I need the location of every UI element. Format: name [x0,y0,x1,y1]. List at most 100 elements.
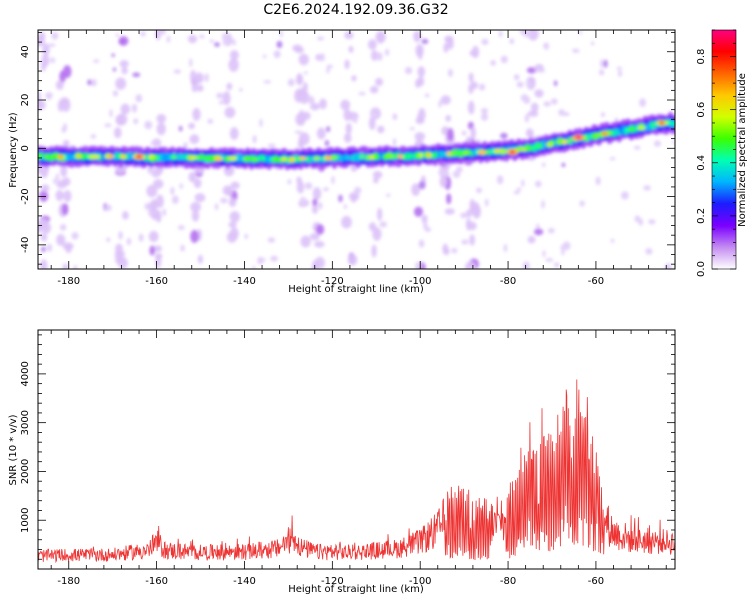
spectrogram-x-tick-label: -60 [588,276,604,287]
spectrogram-noise-blob [372,171,383,179]
spectrogram-noise-blob [62,263,69,269]
spectrogram-noise-blob [221,32,230,42]
spectrogram-noise-blob [385,48,390,56]
spectrogram-noise-blob [119,60,129,68]
spectrogram-noise-blob [352,116,358,124]
spectrogram-noise-blob [191,81,198,93]
spectrogram-noise-blob [516,81,524,88]
ridge-peak [509,150,516,154]
spectrogram-noise-blob [118,38,125,46]
spectrogram-noise-blob [151,214,162,221]
spectrogram-noise-blob [38,91,42,100]
spectrogram-noise-blob [375,77,384,87]
spectrogram-noise-blob [319,98,327,110]
ridge-hotspot [215,156,223,162]
spectrogram-noise-blob [199,34,205,39]
ridge-hotspot [246,155,254,161]
colorbar-tick-label: 0.8 [696,49,707,65]
spectrogram-noise-blob [195,84,204,92]
spectrogram-noise-blob [595,176,601,186]
spectrogram-noise-blob [259,118,263,128]
spectrogram-noise-blob [267,143,276,148]
spectrogram-noise-blob [154,253,163,260]
ridge-hotspot [148,154,155,160]
spectrogram-noise-blob [292,44,303,52]
spectrogram-noise-blob [468,72,474,83]
spectrogram-noise-blob [104,123,112,128]
spectrogram-noise-blob [354,186,362,195]
spectrogram-noise-blob [228,221,237,228]
spectrogram-noise-blob [222,91,231,106]
spectrogram-noise-blob [170,186,175,195]
spectrogram-noise-blob [146,184,158,198]
spectrogram-noise-blob [300,235,311,248]
ridge-hotspot [105,154,110,159]
spectrogram-noise-blob [452,170,461,178]
spectrogram-noise-blob [372,227,382,241]
ridge-hotspot [477,149,485,155]
ridge-hotspot [229,155,237,161]
spectrogram-noise-blob [345,122,352,135]
spectrogram-noise-blob [522,261,530,269]
colorbar: 0.0 0.2 0.4 0.6 0.8 Normalized spectral ampl… [696,29,748,277]
spectrogram-noise-blob [62,242,74,251]
spectrogram-noise-blob [252,265,256,269]
spectrogram-noise-blob [38,100,46,111]
colorbar-tick-label: 0.0 [696,261,707,277]
spectrogram-noise-blob [516,187,522,192]
spectrogram-noise-blob [415,79,421,88]
spectrogram-noise-blob [536,223,540,229]
spectrogram-noise-blob [460,212,468,219]
spectrogram-noise-blob [417,66,426,78]
spectrogram-noise-blob [232,39,236,46]
spectrogram-noise-blob [187,34,198,44]
snr-panel: -180 -160 -140 -120 -100 -80 -60 1000 2000 3000 40… [8,329,676,595]
colorbar-tick-label: 0.2 [696,208,707,224]
spectrogram-x-tick-label: -140 [233,276,256,287]
spectrogram-noise-blob [166,35,171,43]
spectrogram-noise-blob [392,113,398,121]
ridge-hotspot [627,127,633,132]
spectrogram-noise-blob [51,32,59,40]
ridge-hotspot [76,154,82,159]
spectrogram-noise-blob [423,221,428,231]
spectrogram-noise-blob [40,61,47,72]
spectrogram-noise-blob [470,81,479,90]
spectrogram-noise-blob [653,140,661,147]
spectrogram-noise-blob [343,108,352,121]
spectrogram-noise-blob [156,122,166,136]
spectrogram-noise-blob [562,241,571,251]
spectrogram-noise-blob [414,132,426,141]
ridge-hotspot [500,149,507,154]
spectrogram-noise-blob [476,187,482,194]
spectrogram-noise-blob [648,219,656,225]
ridge-hotspot [397,154,404,159]
ridge-hotspot [53,154,58,160]
spectrogram-noise-blob [40,184,50,193]
ridge-hotspot [330,154,338,161]
spectrogram-noise-blob [263,80,272,84]
spectrogram-noise-blob [578,30,583,35]
spectrogram-noise-blob [534,180,542,188]
spectrogram-noise-blob [87,79,92,86]
spectrogram-x-tick-label: -180 [57,276,80,287]
spectrogram-y-tick-label: 0 [20,145,31,151]
spectrogram-noise-blob [189,58,193,68]
spectrogram-noise-blob [451,247,458,254]
spectrogram-noise-blob [304,182,313,190]
spectrogram-noise-blob [614,117,619,122]
spectrogram-noise-blob [311,205,319,214]
spectrogram-noise-blob [173,69,181,74]
spectrogram-noise-blob [214,203,219,211]
spectrogram-noise-blob [324,139,330,147]
spectrogram-noise-blob [415,261,422,269]
spectrogram-noise-blob [473,203,480,215]
spectrogram-noise-blob [229,211,240,223]
spectrogram-noise-blob [162,208,167,217]
spectrogram-noise-blob [530,102,539,113]
spectrogram-noise-blob [672,140,675,144]
spectrogram-noise-blob [545,42,549,51]
spectrogram-noise-blob [561,162,566,168]
spectrogram-noise-blob [470,126,476,140]
spectrogram-noise-blob [310,103,320,111]
